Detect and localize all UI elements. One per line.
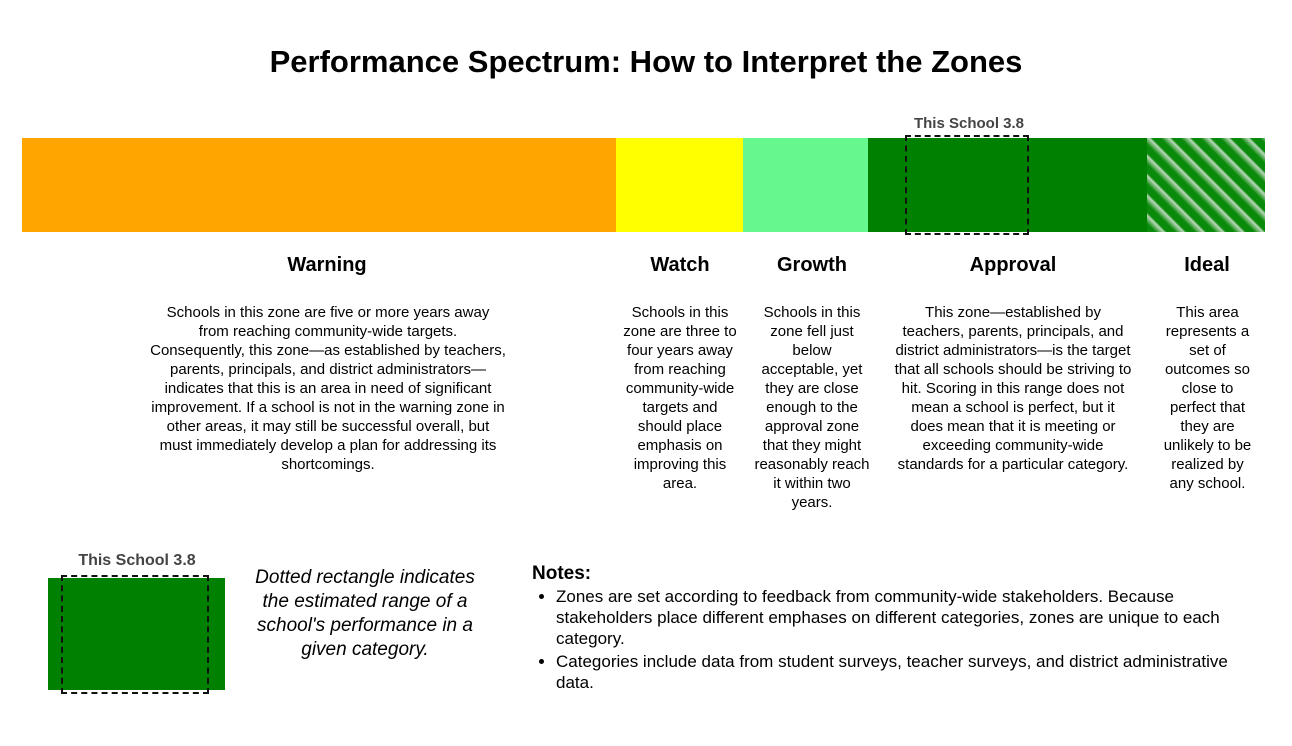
legend-range-marker: [61, 575, 209, 694]
zone-description-approval: This zone—established by teachers, paren…: [894, 304, 1132, 473]
zone-description-warning: Schools in this zone are five or more ye…: [150, 304, 506, 473]
zone-description-growth: Schools in this zone fell just below acc…: [754, 304, 870, 511]
zone-bar-ideal: [1147, 138, 1265, 232]
zone-description-ideal: This area represents a set of outcomes s…: [1163, 304, 1252, 492]
zone-bar-growth: [743, 138, 868, 232]
zone-heading-ideal: Ideal: [1184, 254, 1230, 276]
notes-title: Notes:: [532, 563, 592, 584]
legend-swatch: [48, 578, 225, 690]
note-item: Zones are set according to feedback from…: [556, 586, 1256, 649]
zone-heading-watch: Watch: [650, 254, 710, 276]
legend-label: This School 3.8: [78, 552, 196, 569]
zone-bar-watch: [616, 138, 743, 232]
zone-heading-growth: Growth: [777, 254, 847, 276]
zone-bar-warning: [22, 138, 616, 232]
notes-list: Zones are set according to feedback from…: [532, 586, 1256, 695]
note-item: Categories include data from student sur…: [556, 651, 1256, 693]
school-marker-label: This School 3.8: [913, 115, 1025, 132]
page-title: Performance Spectrum: How to Interpret t…: [269, 44, 1023, 79]
zone-heading-warning: Warning: [287, 254, 367, 276]
legend-text: Dotted rectangle indicates the estimated…: [255, 567, 475, 660]
zone-heading-approval: Approval: [969, 254, 1057, 276]
zone-bar-approval: [868, 138, 1147, 232]
zone-description-watch: Schools in this zone are three to four y…: [623, 304, 737, 492]
school-range-marker: [905, 135, 1029, 235]
